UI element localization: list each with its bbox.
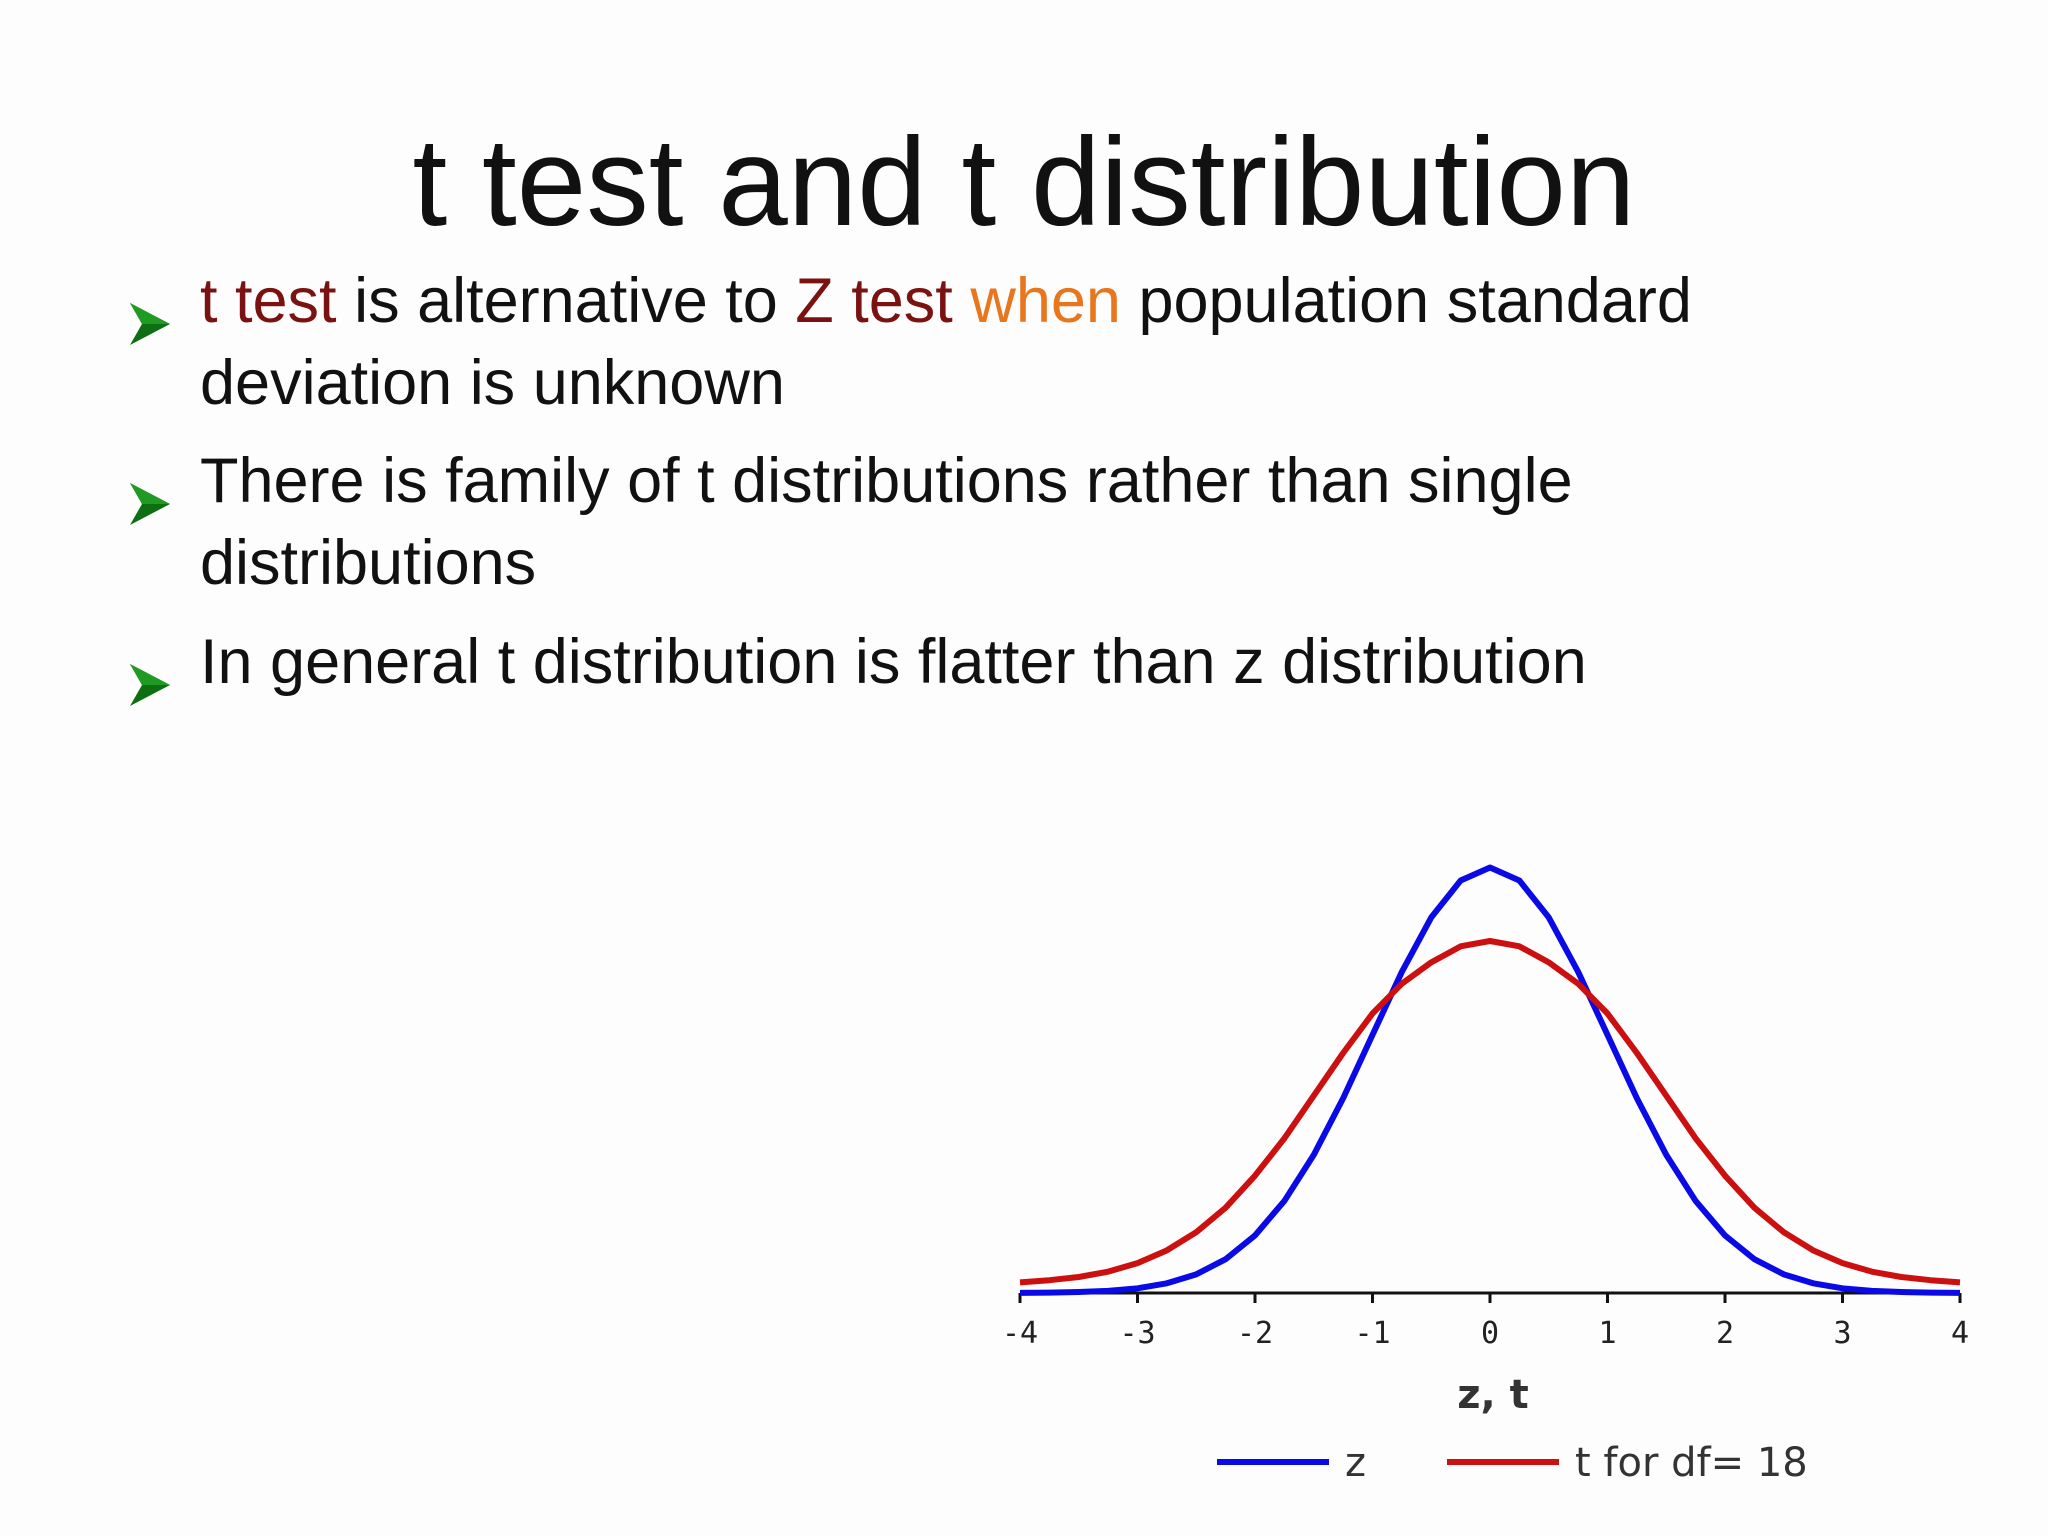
slide-title: t test and t distribution xyxy=(412,113,1636,252)
x-tick-label: -1 xyxy=(1354,1316,1390,1351)
x-tick-label: 1 xyxy=(1598,1316,1616,1351)
bullet-text: population standard deviation is unknown xyxy=(200,266,1710,418)
legend-label: t for df= 18 xyxy=(1575,1440,1808,1486)
x-tick-label: -4 xyxy=(1002,1316,1038,1351)
legend-label: z xyxy=(1345,1440,1366,1486)
x-tick-label: 0 xyxy=(1481,1316,1499,1351)
bullet: There is family of t distributions rathe… xyxy=(200,440,1880,604)
bullet-text: Z test xyxy=(795,266,953,336)
bullet-text: t test xyxy=(200,266,337,336)
bullet-arrow xyxy=(130,483,170,525)
bullet-arrow xyxy=(130,303,170,345)
bullet: In general t distribution is flatter tha… xyxy=(200,621,1880,703)
bullet-text: In general t distribution is flatter tha… xyxy=(200,627,1587,697)
x-tick-label: 3 xyxy=(1833,1316,1851,1351)
x-axis-label: z, t xyxy=(1457,1372,1529,1418)
x-tick-label: 2 xyxy=(1716,1316,1734,1351)
line xyxy=(1019,938,1961,1286)
line xyxy=(1019,864,1961,1296)
x-tick-label: -3 xyxy=(1119,1316,1155,1351)
bullet-arrow xyxy=(130,664,170,706)
x-tick-label: 4 xyxy=(1951,1316,1969,1351)
bullet-text: when xyxy=(952,266,1121,336)
bullet-text: is alternative to xyxy=(336,266,796,336)
x-tick-label: -2 xyxy=(1237,1316,1273,1351)
bullet-text: There is family of t distributions rathe… xyxy=(200,446,1591,598)
bullet: t test is alternative to Z test when pop… xyxy=(200,260,1880,424)
